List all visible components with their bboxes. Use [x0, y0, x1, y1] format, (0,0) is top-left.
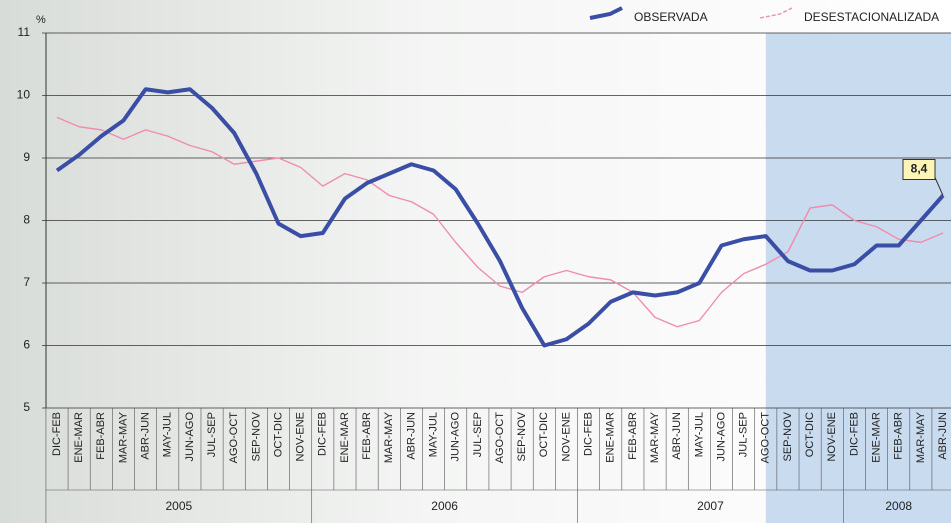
- annotation-box: [902, 159, 936, 180]
- x-tick-label: ABR-JUN: [140, 412, 152, 460]
- x-tick-label: MAR-MAY: [383, 411, 395, 463]
- legend-label: DESESTACIONALIZADA: [804, 10, 939, 24]
- x-tick-label: ABR-JUN: [937, 412, 949, 460]
- annotation-leader: [934, 177, 944, 196]
- x-tick-label: MAR-MAY: [117, 411, 129, 463]
- legend-label: OBSERVADA: [634, 10, 708, 24]
- year-label: 2008: [885, 499, 912, 513]
- x-tick-label: DIC-FEB: [583, 412, 595, 456]
- x-tick-label: OCT-DIC: [804, 412, 816, 457]
- x-tick-label: JUN-AGO: [450, 412, 462, 462]
- x-tick-label: OCT-DIC: [538, 412, 550, 457]
- legend-swatch: [589, 6, 623, 20]
- x-tick-label: DIC-FEB: [51, 412, 63, 456]
- x-tick-label: SEP-NOV: [250, 411, 262, 461]
- year-label: 2007: [697, 499, 724, 513]
- x-tick-label: JUN-AGO: [184, 412, 196, 462]
- x-tick-label: DIC-FEB: [848, 412, 860, 456]
- y-tick-label: 6: [23, 338, 30, 352]
- x-tick-label: ABR-JUN: [671, 412, 683, 460]
- x-tick-label: DIC-FEB: [317, 412, 329, 456]
- legend-swatch: [759, 7, 793, 19]
- x-tick-label: AGO-OCT: [760, 412, 772, 464]
- x-tick-label: OCT-DIC: [272, 412, 284, 457]
- x-tick-label: FEB-ABR: [627, 412, 639, 460]
- x-tick-label: SEP-NOV: [782, 411, 794, 461]
- annotation-label: 8,4: [911, 162, 928, 176]
- x-tick-label: JUN-AGO: [715, 412, 727, 462]
- x-tick-label: ENE-MAR: [73, 412, 85, 463]
- x-tick-label: JUL-SEP: [206, 412, 218, 457]
- y-axis-label: %: [36, 14, 46, 26]
- y-tick-label: 11: [18, 25, 31, 39]
- y-tick-label: 5: [23, 400, 30, 414]
- x-tick-label: JUL-SEP: [472, 412, 484, 457]
- x-tick-label: ENE-MAR: [870, 412, 882, 463]
- line-series: [55, 87, 945, 348]
- year-label: 2006: [431, 499, 458, 513]
- x-tick-label: AGO-OCT: [494, 412, 506, 464]
- year-label: 2005: [165, 499, 192, 513]
- x-tick-label: ABR-JUN: [405, 412, 417, 460]
- x-tick-label: NOV-ENE: [826, 412, 838, 462]
- x-tick-label: SEP-NOV: [516, 411, 528, 461]
- x-tick-label: AGO-OCT: [228, 412, 240, 464]
- x-tick-label: JUL-SEP: [738, 412, 750, 457]
- y-tick-label: 9: [23, 150, 30, 164]
- x-tick-label: MAR-MAY: [649, 411, 661, 463]
- x-tick-label: MAY-JUL: [162, 412, 174, 457]
- x-tick-label: NOV-ENE: [560, 412, 572, 462]
- line-series: [56, 116, 944, 328]
- y-tick-label: 10: [17, 88, 31, 102]
- x-tick-label: ENE-MAR: [339, 412, 351, 463]
- highlight-region: [765, 33, 951, 523]
- x-tick-label: ENE-MAR: [605, 412, 617, 463]
- x-tick-label: FEB-ABR: [361, 412, 373, 460]
- y-tick-label: 7: [23, 275, 30, 289]
- x-tick-label: MAY-JUL: [693, 412, 705, 457]
- x-tick-label: NOV-ENE: [295, 412, 307, 462]
- x-tick-label: FEB-ABR: [893, 412, 905, 460]
- x-tick-label: MAY-JUL: [427, 412, 439, 457]
- y-tick-label: 8: [23, 213, 30, 227]
- x-tick-label: FEB-ABR: [95, 412, 107, 460]
- x-tick-label: MAR-MAY: [915, 411, 927, 463]
